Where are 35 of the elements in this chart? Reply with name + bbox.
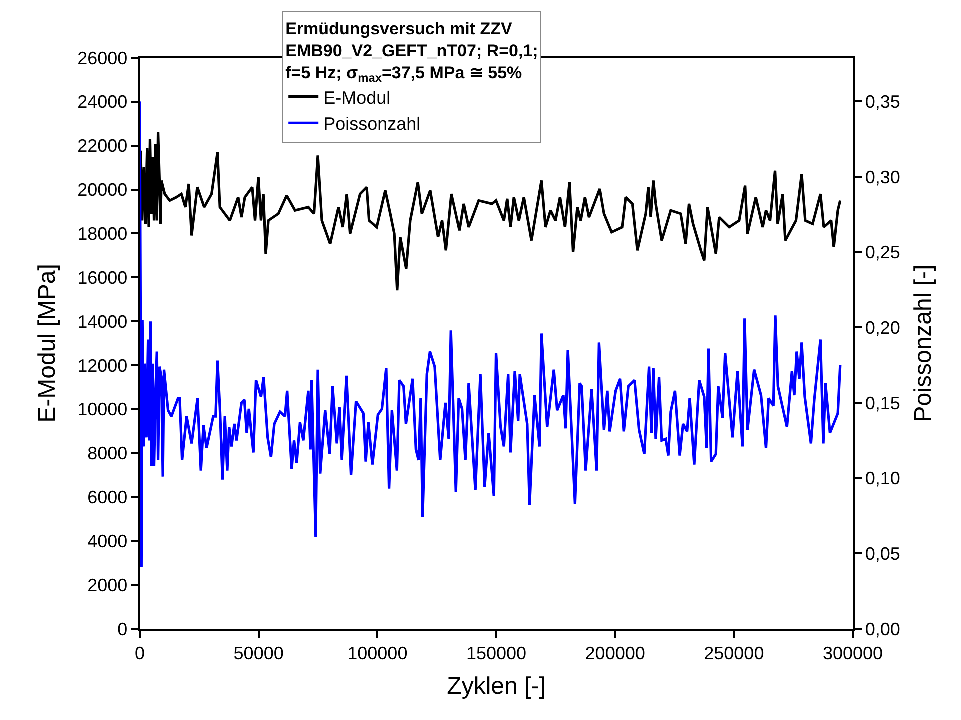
x-tick-label: 150000 xyxy=(466,643,527,664)
y-axis-title: E-Modul [MPa] xyxy=(34,264,62,423)
y-tick-label: 24000 xyxy=(78,92,128,112)
y-tick-label: 6000 xyxy=(88,488,128,508)
x-tick-label: 200000 xyxy=(585,643,646,664)
y-tick-label: 16000 xyxy=(78,268,128,288)
x-tick-label: 0 xyxy=(134,643,146,664)
y2-tick-label: 0,00 xyxy=(865,619,900,640)
legend-title: Ermüdungsversuch mit ZZV EMB90_V2_GEFT_nT07; R=0,1; f=5 Hz; σ$_{max}$=37,5 MPa ≅ 55% xyxy=(286,19,538,86)
y-tick-label: 4000 xyxy=(88,531,128,552)
y2-tick-label: 0,20 xyxy=(865,318,900,338)
legend-label: E-Modul xyxy=(324,88,391,108)
y2-tick-label: 0,15 xyxy=(865,393,900,414)
y-tick-label: 12000 xyxy=(78,356,128,376)
y-tick-label: 18000 xyxy=(78,224,128,244)
x-axis-title: Zyklen [-] xyxy=(447,673,546,700)
y-tick-label: 8000 xyxy=(88,444,128,464)
y2-tick-label: 0,35 xyxy=(865,92,900,112)
x-tick-label: 100000 xyxy=(348,643,408,664)
y2-tick-label: 0,25 xyxy=(865,242,900,263)
x-tick-label: 50000 xyxy=(234,643,284,664)
y-tick-label: 14000 xyxy=(78,312,128,332)
y2-tick-label: 0,30 xyxy=(865,167,900,188)
x-tick-label: 300000 xyxy=(822,643,884,664)
y-tick-label: 20000 xyxy=(78,180,128,200)
y-tick-label: 26000 xyxy=(78,48,128,68)
y2-tick-label: 0,05 xyxy=(865,544,900,564)
y2-axis-title: Poissonzahl [-] xyxy=(910,264,938,422)
y-tick-label: 2000 xyxy=(88,575,128,596)
y-tick-label: 22000 xyxy=(78,136,128,156)
x-tick-label: 250000 xyxy=(704,643,764,664)
y-tick-label: 0 xyxy=(118,619,128,640)
legend-label: Poissonzahl xyxy=(324,114,421,134)
y-tick-label: 10000 xyxy=(78,400,128,420)
y2-tick-label: 0,10 xyxy=(865,468,900,489)
